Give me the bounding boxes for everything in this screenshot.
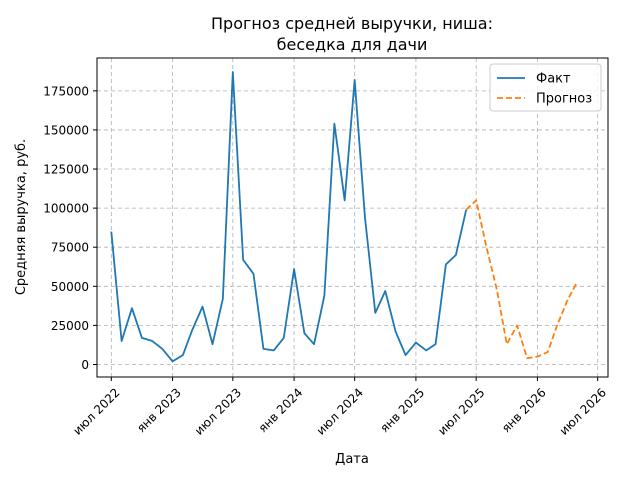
y-tick-label: 175000 (43, 84, 89, 98)
y-tick-label: 125000 (43, 163, 89, 177)
y-axis-label: Средняя выручка, руб. (14, 139, 29, 295)
y-tick-label: 100000 (43, 202, 89, 216)
y-axis-ticks: 0 25000 50000 75000 100000 125000 150000 175000 (43, 84, 97, 372)
plot-frame (96, 57, 609, 378)
series-line-fact (110, 71, 468, 363)
chart-title-line-1: Прогноз средней выручки, ниша: (211, 14, 493, 33)
series-lines (110, 71, 579, 363)
grid (97, 58, 608, 377)
y-tick-label: 75000 (51, 241, 89, 255)
legend-label-fact: Факт (536, 72, 571, 87)
y-tick-label: 150000 (43, 123, 89, 137)
legend-box (489, 63, 602, 112)
y-tick-label: 25000 (51, 319, 89, 333)
y-tick-label: 0 (81, 358, 89, 372)
legend: Факт Прогноз (489, 63, 602, 112)
y-tick-label: 50000 (51, 280, 89, 294)
legend-label-forecast: Прогноз (536, 92, 592, 107)
series-line-forecast (465, 199, 579, 360)
x-axis-label: Дата (335, 452, 369, 467)
chart-title-line-2: беседка для дачи (277, 35, 428, 54)
